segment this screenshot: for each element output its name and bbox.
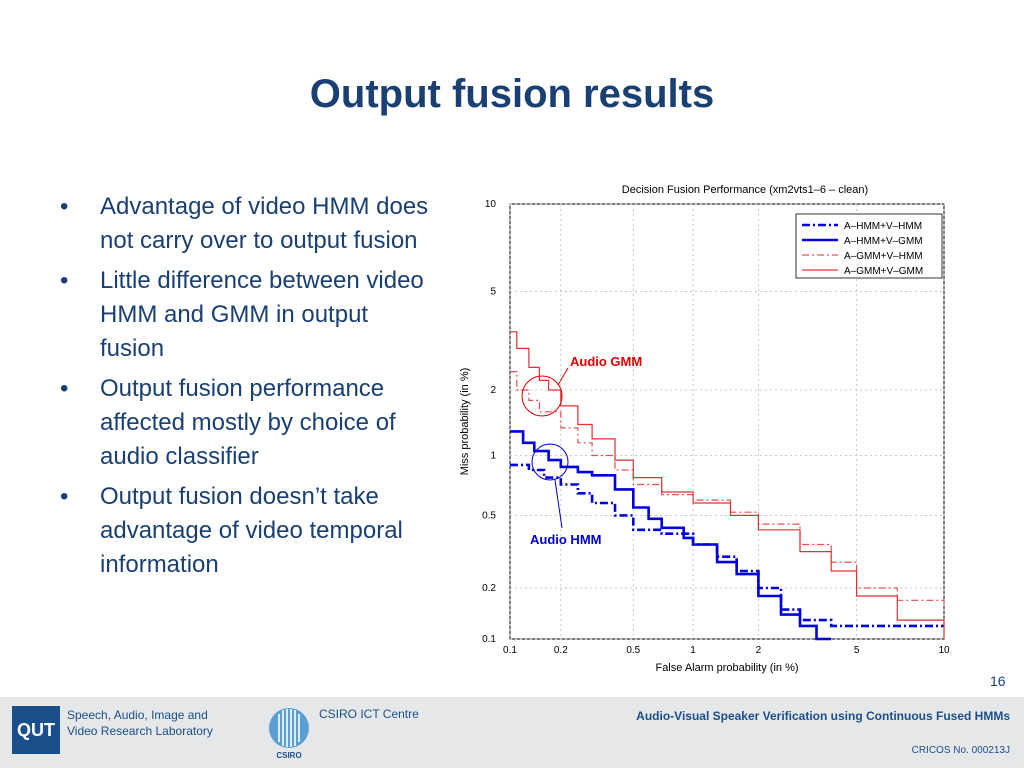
bullet-dot: • [60, 375, 69, 402]
footer-bar: QUT Speech, Audio, Image and Video Resea… [0, 697, 1024, 768]
chart-title: Decision Fusion Performance (xm2vts1–6 –… [622, 184, 868, 196]
legend-entry: A–HMM+V–GMM [844, 236, 923, 247]
y-tick-label: 10 [485, 199, 497, 210]
audio-hmm-label: Audio HMM [530, 532, 601, 547]
bullet-dot: • [60, 193, 69, 220]
csiro-centre-name: CSIRO ICT Centre [319, 707, 419, 721]
series-line-1 [510, 463, 944, 628]
x-tick-label: 1 [690, 645, 696, 656]
lab-name-line1: Speech, Audio, Image and [67, 708, 208, 722]
x-tick-label: 0.2 [554, 645, 568, 656]
bullet-item: • Output fusion doesn’t take advantage of… [60, 480, 430, 582]
bullet-dot: • [60, 267, 69, 294]
y-tick-label: 0.2 [482, 583, 496, 594]
audio-gmm-label: Audio GMM [570, 354, 642, 369]
qut-logo: QUT [12, 706, 60, 754]
talk-title: Audio-Visual Speaker Verification using … [636, 709, 1010, 723]
audio-hmm-pointer [554, 479, 563, 529]
det-chart: 0.1 0.2 0.5 1 2 5 10 0.1 0.2 0.5 1 2 5 10 Decision Fus… [459, 184, 950, 674]
x-axis-label: False Alarm probability (in %) [655, 662, 798, 674]
bullet-dot: • [60, 483, 69, 510]
legend-entry: A–GMM+V–GMM [844, 266, 923, 277]
series-line-4 [510, 331, 945, 639]
x-tick-label: 2 [756, 645, 762, 656]
y-tick-label: 2 [490, 385, 496, 396]
series-line-3 [510, 371, 945, 605]
x-tick-label: 10 [938, 645, 950, 656]
bullet-list: • Advantage of video HMM does not carry o… [60, 190, 430, 588]
x-tick-label: 0.1 [503, 645, 517, 656]
cricos-number: CRICOS No. 000213J [911, 745, 1010, 756]
slide-title: Output fusion results [309, 72, 715, 116]
bullet-item: • Advantage of video HMM does not carry o… [60, 190, 430, 258]
x-tick-label: 5 [854, 645, 860, 656]
y-tick-label: 5 [490, 287, 496, 298]
page-number: 16 [990, 673, 1006, 689]
series-line-2 [510, 430, 832, 641]
legend-entry: A–HMM+V–HMM [844, 221, 922, 232]
bullet-text: Advantage of video HMM does not carry ov… [100, 193, 429, 254]
chart-legend: A–HMM+V–HMM A–HMM+V–GMM A–GMM+V–HMM A–GMM+V… [795, 213, 943, 279]
bullet-item: • Little difference between video HMM and… [60, 264, 430, 366]
csiro-logo: CSIRO [269, 708, 309, 760]
y-tick-label: 0.5 [482, 510, 496, 521]
x-tick-label: 0.5 [626, 645, 640, 656]
bullet-item: • Output fusion performance affected most… [60, 372, 430, 474]
bullet-text: Little difference between video HMM and … [100, 267, 424, 362]
y-axis-label: Miss probability (in %) [459, 368, 471, 476]
y-tick-label: 0.1 [482, 634, 496, 645]
lab-name: Speech, Audio, Image and Video Research … [67, 707, 247, 739]
audio-gmm-circle [521, 375, 563, 417]
y-tick-label: 1 [490, 450, 496, 461]
csiro-logo-text: CSIRO [276, 751, 301, 760]
audio-gmm-pointer [557, 367, 569, 386]
legend-entry: A–GMM+V–HMM [844, 251, 923, 262]
audio-hmm-circle [531, 443, 569, 481]
lab-name-line2: Video Research Laboratory [67, 724, 213, 738]
bullet-text: Output fusion performance affected mostl… [100, 375, 396, 470]
bullet-text: Output fusion doesn’t take advantage of … [100, 483, 403, 578]
